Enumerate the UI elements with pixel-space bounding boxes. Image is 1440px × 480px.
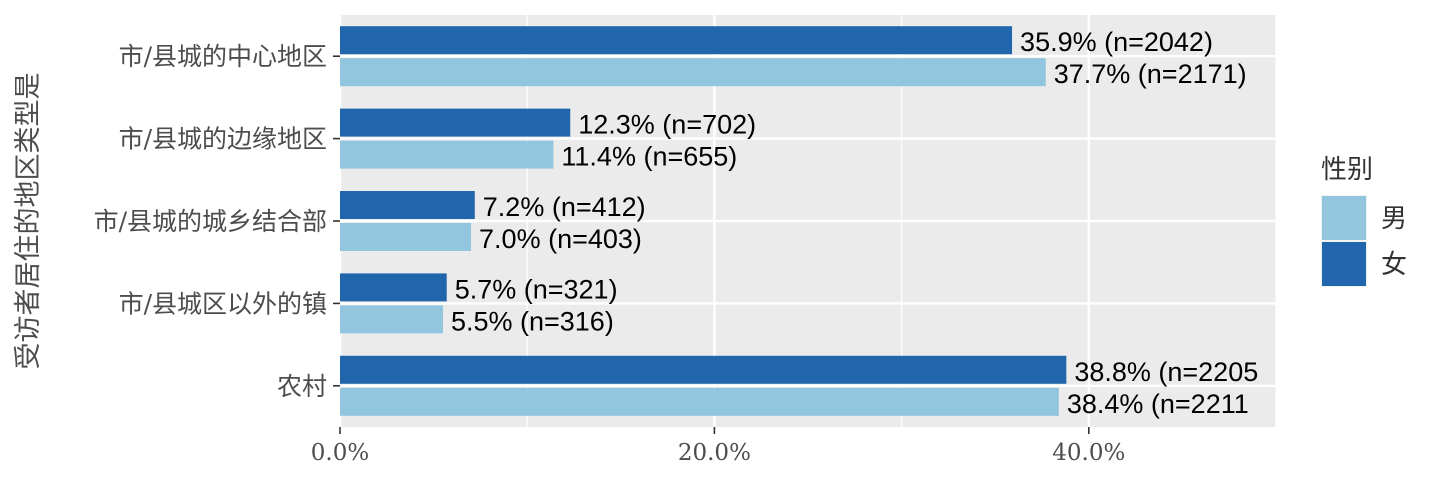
category-label: 市/县城区以外的镇 <box>119 289 327 318</box>
data-label-male: 7.0% (n=403) <box>479 224 642 254</box>
data-label-male: 38.4% (n=2211 <box>1067 389 1249 419</box>
bar-male <box>340 140 554 169</box>
grid-lines <box>338 15 1277 427</box>
y-axis-title: 受访者居住的地区类型是 <box>13 73 44 370</box>
legend-swatch <box>1322 242 1366 286</box>
bar-female <box>340 191 475 219</box>
x-tick-label: 20.0% <box>678 440 751 466</box>
category-label: 市/县城的边缘地区 <box>119 125 327 154</box>
data-label-male: 11.4% (n=655) <box>561 142 737 172</box>
bar-male <box>340 305 443 334</box>
data-label-male: 5.5% (n=316) <box>451 306 614 336</box>
legend-title: 性别 <box>1321 155 1373 185</box>
data-label-female: 7.2% (n=412) <box>483 192 646 222</box>
x-axis: 0.0% 20.0% 40.0% <box>311 427 1125 466</box>
x-tick-label: 40.0% <box>1052 440 1125 466</box>
category-label: 市/县城的城乡结合部 <box>94 207 327 236</box>
bar-male <box>340 387 1059 416</box>
bar-female <box>340 108 571 137</box>
legend-swatch <box>1322 196 1366 240</box>
bar-female <box>340 273 447 302</box>
data-label-female: 35.9% (n=2042) <box>1020 27 1213 57</box>
data-label-male: 37.7% (n=2171) <box>1054 59 1247 89</box>
bar-male <box>340 223 472 251</box>
data-label-female: 5.7% (n=321) <box>455 274 618 304</box>
legend-label: 男 <box>1381 204 1407 234</box>
category-label: 农村 <box>277 372 327 401</box>
legend: 性别 男女 <box>1321 155 1407 287</box>
data-label-female: 12.3% (n=702) <box>578 110 756 140</box>
x-tick-label: 0.0% <box>311 440 369 466</box>
bar-female <box>340 26 1013 55</box>
bar-male <box>340 58 1046 87</box>
bar-female <box>340 355 1067 384</box>
legend-label: 女 <box>1381 250 1407 280</box>
data-label-female: 38.8% (n=2205 <box>1074 357 1258 387</box>
category-label: 市/县城的中心地区 <box>119 42 327 71</box>
bars-group <box>340 26 1067 416</box>
